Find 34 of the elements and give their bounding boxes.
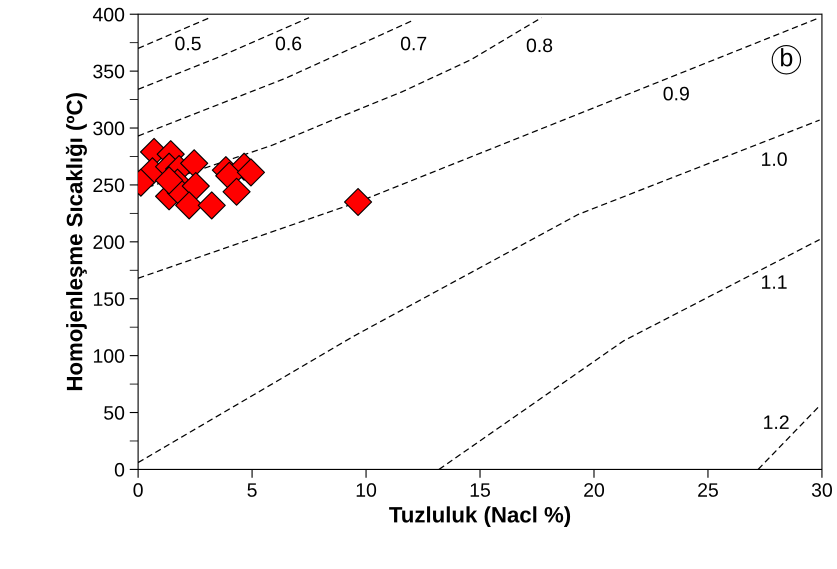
y-tick-label: 50 <box>104 406 124 420</box>
x-tick-label: 25 <box>698 483 718 497</box>
annotation: 1.1 <box>762 275 787 289</box>
point <box>198 191 226 220</box>
y-tick-label: 300 <box>93 121 124 136</box>
point <box>236 158 266 186</box>
y-tick-label: 150 <box>94 292 124 306</box>
annotation: 0.7 <box>400 36 426 50</box>
point <box>180 149 208 178</box>
y-tick-label: 350 <box>93 64 124 78</box>
y-axis-title: Homojenleşme Sıcaklığı (ºC) <box>66 93 87 390</box>
x-tick-label: 0 <box>133 483 143 497</box>
annotation: 1.2 <box>764 415 789 429</box>
x-tick-label: 15 <box>470 483 490 497</box>
point <box>155 166 184 194</box>
annotation: 0.9 <box>664 86 689 100</box>
y-tick-label: 250 <box>93 178 124 192</box>
y-tick-label: 100 <box>94 349 124 363</box>
annotation: b <box>781 48 792 66</box>
annotation: 1.0 <box>762 152 787 166</box>
annotation: 0.6 <box>276 36 302 50</box>
x-tick-label: 30 <box>812 483 832 497</box>
point <box>222 178 251 206</box>
point <box>344 188 372 216</box>
x-tick-label: 10 <box>356 483 376 497</box>
y-tick-label: 200 <box>93 235 124 250</box>
x-tick-label: 5 <box>247 483 257 497</box>
x-axis-title: Tuzluluk (Nacl %) <box>389 506 570 528</box>
point <box>182 172 210 200</box>
y-tick-label: 400 <box>92 8 124 22</box>
y-tick-label: 0 <box>114 462 124 477</box>
x-tick-label: 20 <box>584 483 604 497</box>
annotation: 0.5 <box>175 36 201 50</box>
annotation: 0.8 <box>526 38 552 52</box>
